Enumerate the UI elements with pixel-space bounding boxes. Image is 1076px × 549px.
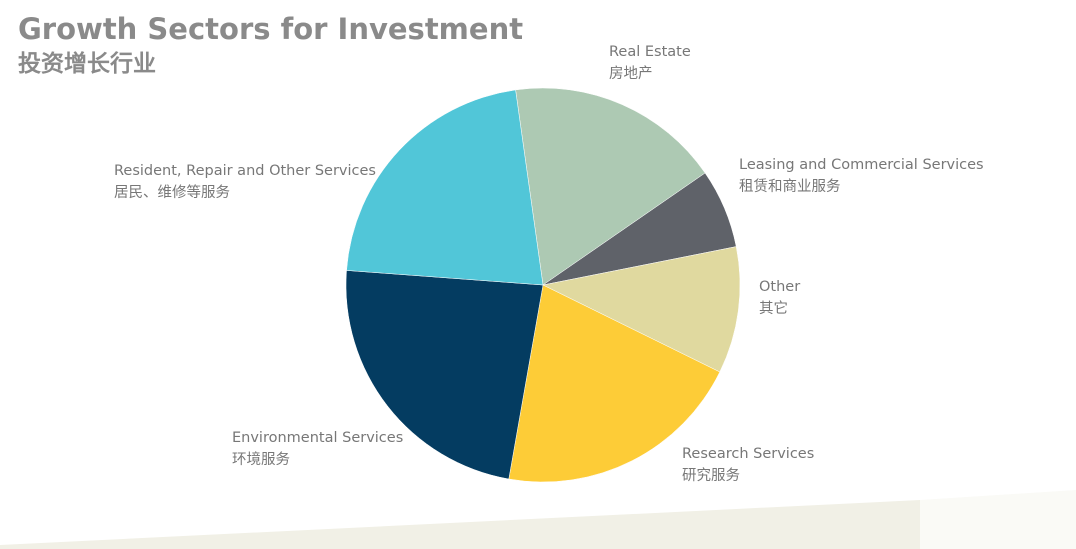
chart-title-block: Growth Sectors for Investment 投资增长行业 xyxy=(18,10,523,80)
footer-band xyxy=(0,500,920,549)
slice-label-cn: 租赁和商业服务 xyxy=(739,179,841,195)
footer-band-right xyxy=(920,490,1076,549)
slice-label-en: Resident, Repair and Other Services xyxy=(114,163,376,179)
pie-slice-5 xyxy=(345,270,544,480)
slice-label-3: Other 其它 xyxy=(759,276,800,320)
slice-label-en: Research Services xyxy=(682,446,815,462)
slice-label-en: Leasing and Commercial Services xyxy=(739,157,984,173)
pie-slice-6 xyxy=(346,89,544,286)
slice-label-cn: 房地产 xyxy=(609,66,653,82)
pie-slice-3 xyxy=(542,246,741,373)
slice-label-6: Resident, Repair and Other Services 居民、维修… xyxy=(114,160,376,204)
slice-label-en: Environmental Services xyxy=(232,430,404,446)
slice-label-cn: 环境服务 xyxy=(232,452,290,468)
chart-title: Growth Sectors for Investment xyxy=(18,12,524,46)
pie-slice-1 xyxy=(515,87,706,286)
slice-label-1: Real Estate 房地产 xyxy=(609,41,691,85)
slice-label-2: Leasing and Commercial Services 租赁和商业服务 xyxy=(739,154,984,198)
slice-label-en: Real Estate xyxy=(609,44,691,60)
slice-label-cn: 研究服务 xyxy=(682,468,740,484)
pie-slice-4 xyxy=(508,284,721,483)
slice-label-en: Other xyxy=(759,279,801,295)
chart-subtitle: 投资增长行业 xyxy=(18,51,156,77)
slice-label-5: Environmental Services 环境服务 xyxy=(232,427,403,471)
slice-label-cn: 居民、维修等服务 xyxy=(114,185,230,201)
slice-label-cn: 其它 xyxy=(759,301,788,317)
slice-label-4: Research Services 研究服务 xyxy=(682,443,814,487)
